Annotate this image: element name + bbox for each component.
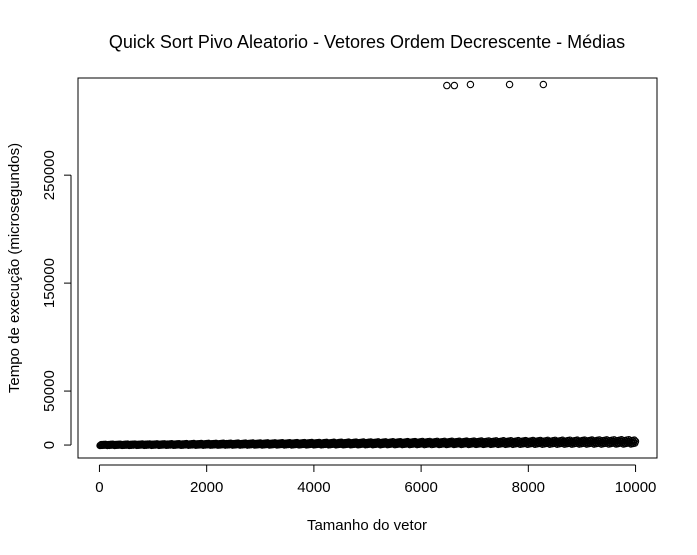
data-point bbox=[631, 437, 640, 445]
x-tick-label: 2000 bbox=[190, 479, 223, 496]
chart-title: Quick Sort Pivo Aleatorio - Vetores Orde… bbox=[109, 32, 625, 52]
x-tick-label: 0 bbox=[95, 479, 103, 496]
y-tick-label: 250000 bbox=[41, 150, 58, 200]
plot-area-frame bbox=[77, 77, 658, 459]
x-tick-label: 8000 bbox=[512, 479, 545, 496]
outlier-point bbox=[505, 80, 514, 89]
y-axis-label: Tempo de execução (microsegundos) bbox=[6, 143, 23, 393]
outlier-point bbox=[443, 81, 451, 90]
x-tick-label: 4000 bbox=[297, 479, 330, 496]
x-tick-label: 6000 bbox=[404, 479, 437, 496]
outlier-point bbox=[466, 80, 475, 89]
y-tick-label: 50000 bbox=[41, 370, 58, 412]
x-axis-label: Tamanho do vetor bbox=[307, 517, 427, 534]
outlier-point bbox=[450, 81, 459, 90]
data-point bbox=[630, 436, 638, 444]
y-axis: 0 50000 150000 250000 bbox=[41, 150, 72, 449]
x-tick-label: 10000 bbox=[615, 479, 657, 496]
data-points bbox=[96, 80, 640, 450]
y-tick-label: 0 bbox=[41, 441, 58, 449]
x-axis: 0 2000 4000 6000 8000 10000 bbox=[95, 464, 657, 496]
outlier-point bbox=[539, 80, 548, 89]
y-tick-label: 150000 bbox=[41, 258, 58, 308]
